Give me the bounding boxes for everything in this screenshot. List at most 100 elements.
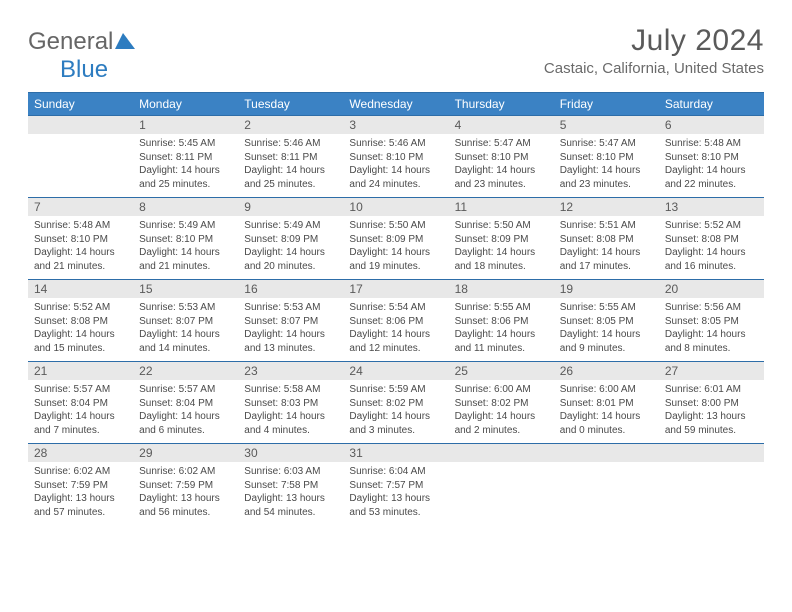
page-header: General Blue July 2024 Castaic, Californ… [28, 24, 764, 84]
day-number: 23 [238, 362, 343, 380]
day-cell: Sunrise: 5:47 AMSunset: 8:10 PMDaylight:… [554, 134, 659, 197]
day-number: 7 [28, 198, 133, 216]
day-number: 27 [659, 362, 764, 380]
week-block: 14151617181920Sunrise: 5:52 AMSunset: 8:… [28, 279, 764, 361]
day-cell: Sunrise: 5:46 AMSunset: 8:11 PMDaylight:… [238, 134, 343, 197]
week-block: 123456Sunrise: 5:45 AMSunset: 8:11 PMDay… [28, 115, 764, 197]
day-headers-row: Sunday Monday Tuesday Wednesday Thursday… [28, 92, 764, 115]
day-cell: Sunrise: 5:45 AMSunset: 8:11 PMDaylight:… [133, 134, 238, 197]
day-cell [659, 462, 764, 525]
day-cell: Sunrise: 5:53 AMSunset: 8:07 PMDaylight:… [133, 298, 238, 361]
day-content-row: Sunrise: 5:52 AMSunset: 8:08 PMDaylight:… [28, 298, 764, 361]
day-cell: Sunrise: 5:55 AMSunset: 8:05 PMDaylight:… [554, 298, 659, 361]
day-number: 31 [343, 444, 448, 462]
location-text: Castaic, California, United States [544, 60, 764, 77]
day-cell: Sunrise: 5:49 AMSunset: 8:09 PMDaylight:… [238, 216, 343, 279]
day-cell: Sunrise: 5:56 AMSunset: 8:05 PMDaylight:… [659, 298, 764, 361]
day-number-row: 14151617181920 [28, 280, 764, 298]
day-number: 20 [659, 280, 764, 298]
day-cell: Sunrise: 5:58 AMSunset: 8:03 PMDaylight:… [238, 380, 343, 443]
day-cell: Sunrise: 5:50 AMSunset: 8:09 PMDaylight:… [343, 216, 448, 279]
day-header-thu: Thursday [449, 93, 554, 115]
logo-triangle-icon [115, 33, 135, 49]
week-block: 28293031Sunrise: 6:02 AMSunset: 7:59 PMD… [28, 443, 764, 525]
calendar-grid: Sunday Monday Tuesday Wednesday Thursday… [28, 92, 764, 525]
day-number: 16 [238, 280, 343, 298]
day-cell: Sunrise: 6:00 AMSunset: 8:01 PMDaylight:… [554, 380, 659, 443]
day-number-row: 123456 [28, 116, 764, 134]
day-header-sat: Saturday [659, 93, 764, 115]
day-number: 13 [659, 198, 764, 216]
day-number: 14 [28, 280, 133, 298]
day-number: 11 [449, 198, 554, 216]
title-block: July 2024 Castaic, California, United St… [544, 24, 764, 77]
day-number: 8 [133, 198, 238, 216]
day-cell: Sunrise: 5:53 AMSunset: 8:07 PMDaylight:… [238, 298, 343, 361]
day-content-row: Sunrise: 5:48 AMSunset: 8:10 PMDaylight:… [28, 216, 764, 279]
week-block: 78910111213Sunrise: 5:48 AMSunset: 8:10 … [28, 197, 764, 279]
day-content-row: Sunrise: 5:57 AMSunset: 8:04 PMDaylight:… [28, 380, 764, 443]
day-cell: Sunrise: 5:59 AMSunset: 8:02 PMDaylight:… [343, 380, 448, 443]
day-header-tue: Tuesday [238, 93, 343, 115]
day-cell: Sunrise: 5:52 AMSunset: 8:08 PMDaylight:… [28, 298, 133, 361]
day-header-wed: Wednesday [343, 93, 448, 115]
day-cell: Sunrise: 5:48 AMSunset: 8:10 PMDaylight:… [28, 216, 133, 279]
day-cell: Sunrise: 5:46 AMSunset: 8:10 PMDaylight:… [343, 134, 448, 197]
day-content-row: Sunrise: 6:02 AMSunset: 7:59 PMDaylight:… [28, 462, 764, 525]
day-number: 2 [238, 116, 343, 134]
day-cell: Sunrise: 5:48 AMSunset: 8:10 PMDaylight:… [659, 134, 764, 197]
day-number-row: 78910111213 [28, 198, 764, 216]
day-number: 26 [554, 362, 659, 380]
day-content-row: Sunrise: 5:45 AMSunset: 8:11 PMDaylight:… [28, 134, 764, 197]
day-number: 1 [133, 116, 238, 134]
day-number: 30 [238, 444, 343, 462]
day-number: 5 [554, 116, 659, 134]
day-cell [554, 462, 659, 525]
day-number: 21 [28, 362, 133, 380]
day-cell: Sunrise: 5:51 AMSunset: 8:08 PMDaylight:… [554, 216, 659, 279]
day-cell [449, 462, 554, 525]
day-number: 22 [133, 362, 238, 380]
day-cell: Sunrise: 6:01 AMSunset: 8:00 PMDaylight:… [659, 380, 764, 443]
day-cell: Sunrise: 5:55 AMSunset: 8:06 PMDaylight:… [449, 298, 554, 361]
weeks-container: 123456Sunrise: 5:45 AMSunset: 8:11 PMDay… [28, 115, 764, 525]
day-number: 29 [133, 444, 238, 462]
day-cell: Sunrise: 6:00 AMSunset: 8:02 PMDaylight:… [449, 380, 554, 443]
day-number-row: 21222324252627 [28, 362, 764, 380]
day-number: 6 [659, 116, 764, 134]
brand-text: General Blue [28, 28, 135, 84]
day-number: 25 [449, 362, 554, 380]
day-cell: Sunrise: 6:02 AMSunset: 7:59 PMDaylight:… [133, 462, 238, 525]
day-number: 9 [238, 198, 343, 216]
day-number: 12 [554, 198, 659, 216]
week-block: 21222324252627Sunrise: 5:57 AMSunset: 8:… [28, 361, 764, 443]
day-cell: Sunrise: 5:50 AMSunset: 8:09 PMDaylight:… [449, 216, 554, 279]
day-number: 19 [554, 280, 659, 298]
day-number-row: 28293031 [28, 444, 764, 462]
day-number: 28 [28, 444, 133, 462]
day-cell [28, 134, 133, 197]
day-cell: Sunrise: 6:02 AMSunset: 7:59 PMDaylight:… [28, 462, 133, 525]
brand-part1: General [28, 28, 113, 55]
brand-part2: Blue [60, 56, 108, 83]
day-number: 17 [343, 280, 448, 298]
day-number: 18 [449, 280, 554, 298]
day-header-mon: Monday [133, 93, 238, 115]
day-number: 24 [343, 362, 448, 380]
brand-logo: General Blue [28, 28, 135, 84]
day-number: 4 [449, 116, 554, 134]
day-number [659, 444, 764, 462]
day-cell: Sunrise: 5:54 AMSunset: 8:06 PMDaylight:… [343, 298, 448, 361]
month-title: July 2024 [544, 24, 764, 58]
day-number [554, 444, 659, 462]
day-number: 3 [343, 116, 448, 134]
day-cell: Sunrise: 5:57 AMSunset: 8:04 PMDaylight:… [28, 380, 133, 443]
day-cell: Sunrise: 5:47 AMSunset: 8:10 PMDaylight:… [449, 134, 554, 197]
calendar-page: General Blue July 2024 Castaic, Californ… [0, 0, 792, 549]
day-cell: Sunrise: 6:04 AMSunset: 7:57 PMDaylight:… [343, 462, 448, 525]
day-cell: Sunrise: 5:49 AMSunset: 8:10 PMDaylight:… [133, 216, 238, 279]
day-header-fri: Friday [554, 93, 659, 115]
day-cell: Sunrise: 6:03 AMSunset: 7:58 PMDaylight:… [238, 462, 343, 525]
day-number: 15 [133, 280, 238, 298]
day-cell: Sunrise: 5:57 AMSunset: 8:04 PMDaylight:… [133, 380, 238, 443]
